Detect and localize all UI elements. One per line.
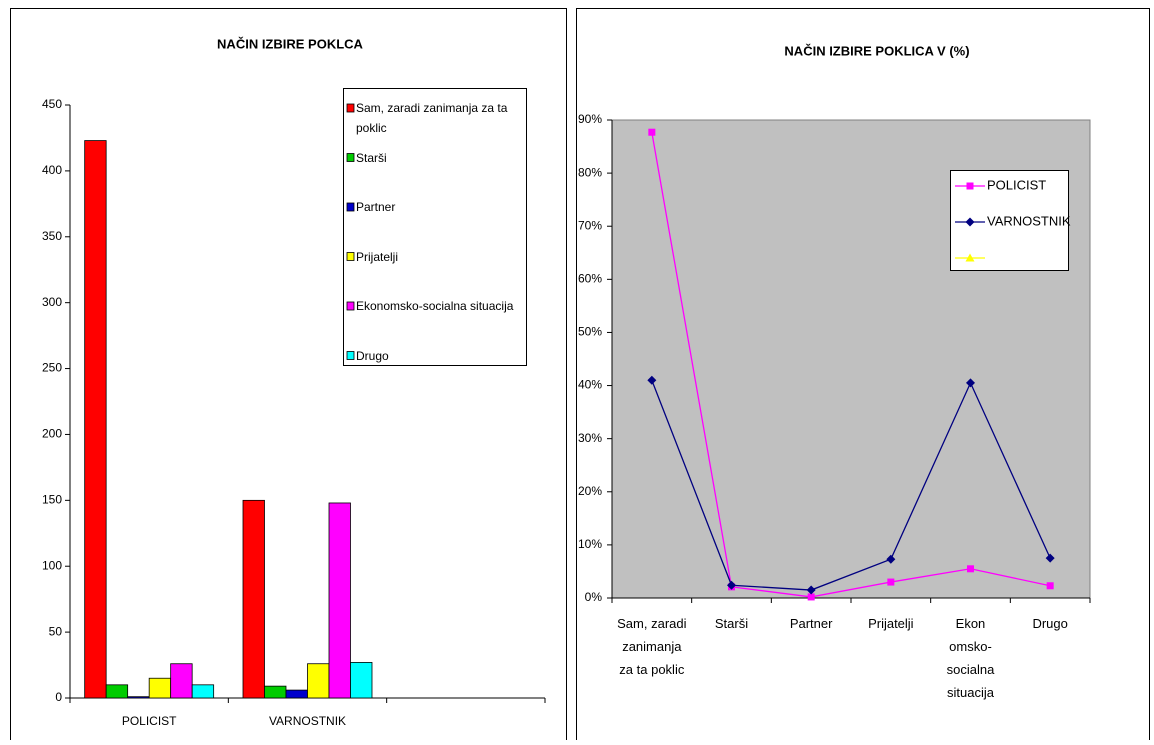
x-tick-label: Starši — [714, 616, 749, 631]
y-tick-label: 60% — [578, 272, 602, 286]
legend-label: POLICIST — [987, 177, 1046, 192]
bar — [307, 663, 330, 699]
x-tick-label: Drugo — [1032, 616, 1068, 631]
legend-swatch — [346, 103, 355, 113]
marker — [965, 253, 975, 262]
y-tick-label: 350 — [42, 229, 62, 243]
x-tick-label-box: Ekon omsko-socialna situacija — [946, 616, 995, 700]
marker — [727, 580, 736, 590]
bar — [264, 685, 287, 699]
series-line — [651, 132, 1051, 598]
y-tick-label: 0% — [585, 590, 603, 604]
marker — [648, 128, 656, 136]
legend — [343, 88, 527, 366]
x-tick-label: VARNOSTNIK — [269, 714, 346, 728]
x-tick-label-box: Drugo — [1032, 616, 1068, 631]
bar — [191, 684, 215, 699]
legend-swatch — [346, 252, 355, 261]
legend-swatch — [346, 301, 355, 311]
x-tick-label: Prijatelji — [868, 616, 914, 631]
legend-label: Partner — [356, 200, 396, 214]
marker — [1045, 553, 1055, 563]
marker — [967, 565, 974, 573]
legend-swatch — [346, 351, 355, 360]
x-tick-label-box: Starši — [714, 616, 749, 631]
bar — [148, 677, 172, 699]
marker — [966, 182, 974, 190]
legend-label: Prijatelji — [356, 249, 399, 264]
legend-label: VARNOSTNIK — [987, 213, 1071, 228]
marker — [886, 554, 896, 564]
y-tick-label: 50 — [49, 624, 63, 638]
y-tick-label: 0 — [55, 690, 62, 704]
bar — [242, 499, 265, 699]
y-tick-label: 100 — [42, 558, 62, 572]
x-tick-label: Sam, zaradi zanimanja za ta poklic — [617, 616, 687, 677]
bar — [127, 696, 150, 699]
x-tick-label: Ekon omsko-socialna situacija — [946, 616, 995, 700]
y-tick-label: 70% — [578, 218, 602, 232]
marker — [647, 375, 657, 385]
x-tick-label-box: Prijatelji — [868, 616, 914, 631]
x-tick-label: Partner — [789, 616, 833, 631]
chart-title: NAČIN IZBIRE POKLCA — [217, 36, 364, 51]
bar — [328, 502, 351, 699]
marker — [1046, 582, 1054, 590]
y-tick-label: 400 — [42, 163, 62, 177]
x-tick-label-box: Partner — [789, 616, 833, 631]
y-tick-label: 250 — [42, 361, 62, 375]
y-tick-label: 150 — [42, 493, 62, 507]
legend-label: Ekonomsko-socialna situacija — [356, 299, 514, 313]
y-tick-label: 50% — [578, 325, 602, 339]
y-tick-label: 40% — [578, 378, 602, 392]
legend-label-box: Ekonomsko-socialna situacija — [356, 299, 514, 313]
x-tick-label-box: Sam, zaradi zanimanja za ta poklic — [617, 616, 687, 677]
series-line — [651, 380, 1051, 591]
bar — [350, 662, 373, 699]
y-tick-label: 30% — [578, 431, 602, 445]
legend-swatch — [346, 153, 355, 162]
y-tick-label: 300 — [42, 295, 62, 309]
marker — [806, 585, 816, 595]
marker — [887, 578, 895, 586]
legend-label-box: Prijatelji — [356, 249, 399, 264]
x-tick-label: POLICIST — [122, 714, 177, 728]
legend-label: Drugo — [356, 348, 389, 363]
legend-swatch — [346, 202, 355, 212]
legend-label-box: Drugo — [356, 348, 389, 363]
y-tick-label: 80% — [578, 165, 602, 179]
y-tick-label: 20% — [578, 484, 602, 498]
legend-label: Sam, zaradi zanimanja za ta poklic — [356, 101, 508, 135]
y-tick-label: 90% — [578, 112, 602, 126]
bar — [285, 689, 308, 699]
legend-label-box: Partner — [356, 200, 396, 214]
marker — [807, 593, 815, 601]
legend-label-box: Starši — [356, 150, 387, 165]
marker — [965, 217, 975, 227]
bar — [170, 663, 193, 699]
y-tick-label: 200 — [42, 427, 62, 441]
y-tick-label: 450 — [42, 97, 62, 111]
legend-label-box: Sam, zaradi zanimanja za ta poklic — [356, 101, 508, 135]
chart-title: NAČIN IZBIRE POKLICA V (%) — [784, 43, 969, 58]
legend-label: Starši — [356, 150, 387, 165]
marker — [966, 378, 975, 388]
bar — [105, 684, 129, 699]
y-tick-label: 10% — [578, 537, 602, 551]
bar — [84, 140, 107, 699]
